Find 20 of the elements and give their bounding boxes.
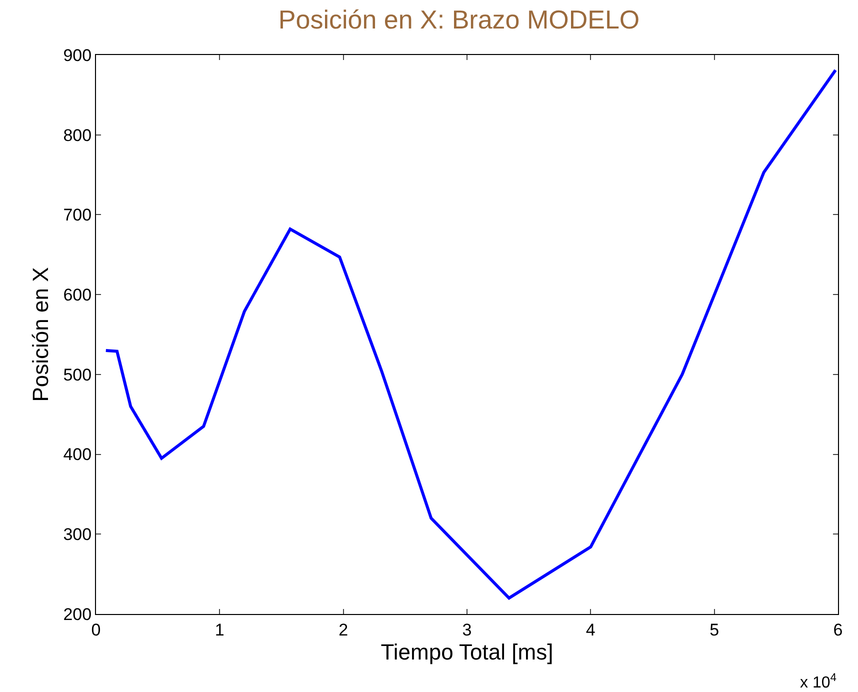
x-axis-title: Tiempo Total [ms] — [380, 639, 554, 664]
y-tick-label: 600 — [63, 286, 92, 305]
x-tick-label: 5 — [710, 620, 720, 640]
y-tick-label: 300 — [63, 525, 92, 544]
x-tick-label: 3 — [462, 620, 472, 640]
chart-title: Posición en X: Brazo MODELO — [278, 4, 640, 35]
x-tick-label: 0 — [91, 620, 101, 640]
x-tick-label: 2 — [338, 620, 348, 640]
text: x 10$^{4}$ — [800, 672, 836, 692]
y-tick-label: 900 — [63, 46, 92, 65]
y-tick-label: 200 — [63, 604, 92, 624]
line-series — [104, 68, 838, 600]
y-tick-label: 800 — [63, 126, 92, 145]
y-tick-label: 500 — [63, 365, 92, 384]
y-tick-label: 700 — [63, 206, 92, 225]
y-tick-label: 400 — [63, 445, 92, 464]
x-tick-label: 1 — [214, 620, 224, 640]
x-tick-label: 4 — [586, 620, 596, 640]
y-axis-title: Posición en X — [28, 266, 54, 402]
x-tick-label: 6 — [833, 620, 843, 640]
